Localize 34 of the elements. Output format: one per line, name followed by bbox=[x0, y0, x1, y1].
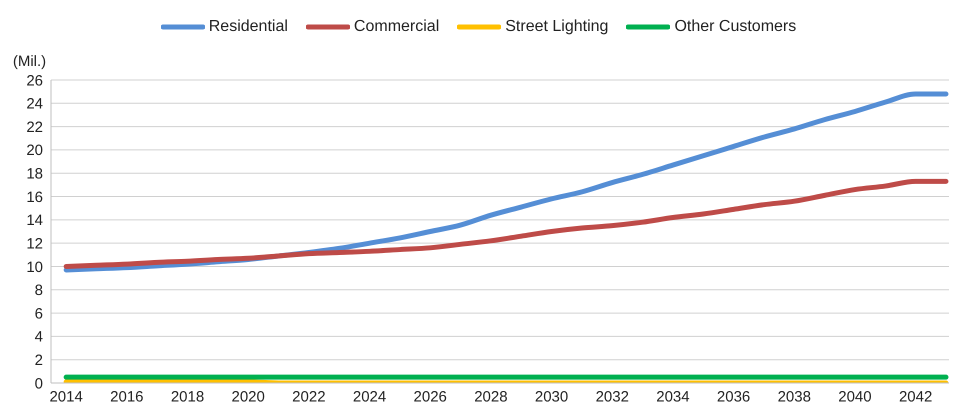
y-tick-label: 24 bbox=[26, 96, 43, 113]
x-tick-label: 2030 bbox=[534, 388, 568, 406]
y-tick-label: 22 bbox=[26, 118, 43, 136]
x-tick-label: 2038 bbox=[778, 388, 811, 406]
y-tick-label: 20 bbox=[26, 142, 43, 160]
x-tick-label: 2022 bbox=[292, 388, 326, 406]
legend-label: Residential bbox=[208, 18, 288, 36]
x-tick-label: 2026 bbox=[414, 388, 447, 406]
x-tick-label: 2016 bbox=[110, 388, 144, 406]
x-tick-label: 2042 bbox=[898, 388, 932, 406]
y-tick-label: 0 bbox=[34, 375, 43, 392]
y-tick-label: 16 bbox=[26, 188, 43, 206]
x-tick-label: 2028 bbox=[474, 388, 508, 406]
y-tick-label: 2 bbox=[34, 352, 43, 370]
y-tick-label: 14 bbox=[26, 212, 43, 230]
y-tick-label: 10 bbox=[26, 258, 43, 276]
x-tick-label: 2020 bbox=[232, 388, 265, 406]
legend-label: Other Customers bbox=[674, 18, 796, 36]
y-tick-label: 6 bbox=[34, 305, 43, 322]
legend-label: Commercial bbox=[354, 18, 440, 36]
x-tick-label: 2034 bbox=[656, 388, 690, 406]
y-tick-label: 8 bbox=[34, 282, 43, 300]
x-tick-label: 2018 bbox=[170, 388, 204, 406]
y-tick-label: 26 bbox=[26, 72, 43, 90]
legend-label: Street Lighting bbox=[505, 18, 608, 36]
y-tick-label: 12 bbox=[26, 235, 43, 252]
x-tick-label: 2036 bbox=[716, 388, 750, 406]
x-tick-label: 2014 bbox=[49, 388, 83, 406]
y-tick-label: 4 bbox=[34, 328, 43, 346]
x-tick-label: 2040 bbox=[838, 388, 872, 406]
x-tick-label: 2032 bbox=[596, 388, 629, 406]
x-tick-label: 2024 bbox=[352, 388, 386, 406]
y-axis-title: (Mil.) bbox=[12, 53, 46, 70]
y-tick-label: 18 bbox=[26, 166, 43, 183]
